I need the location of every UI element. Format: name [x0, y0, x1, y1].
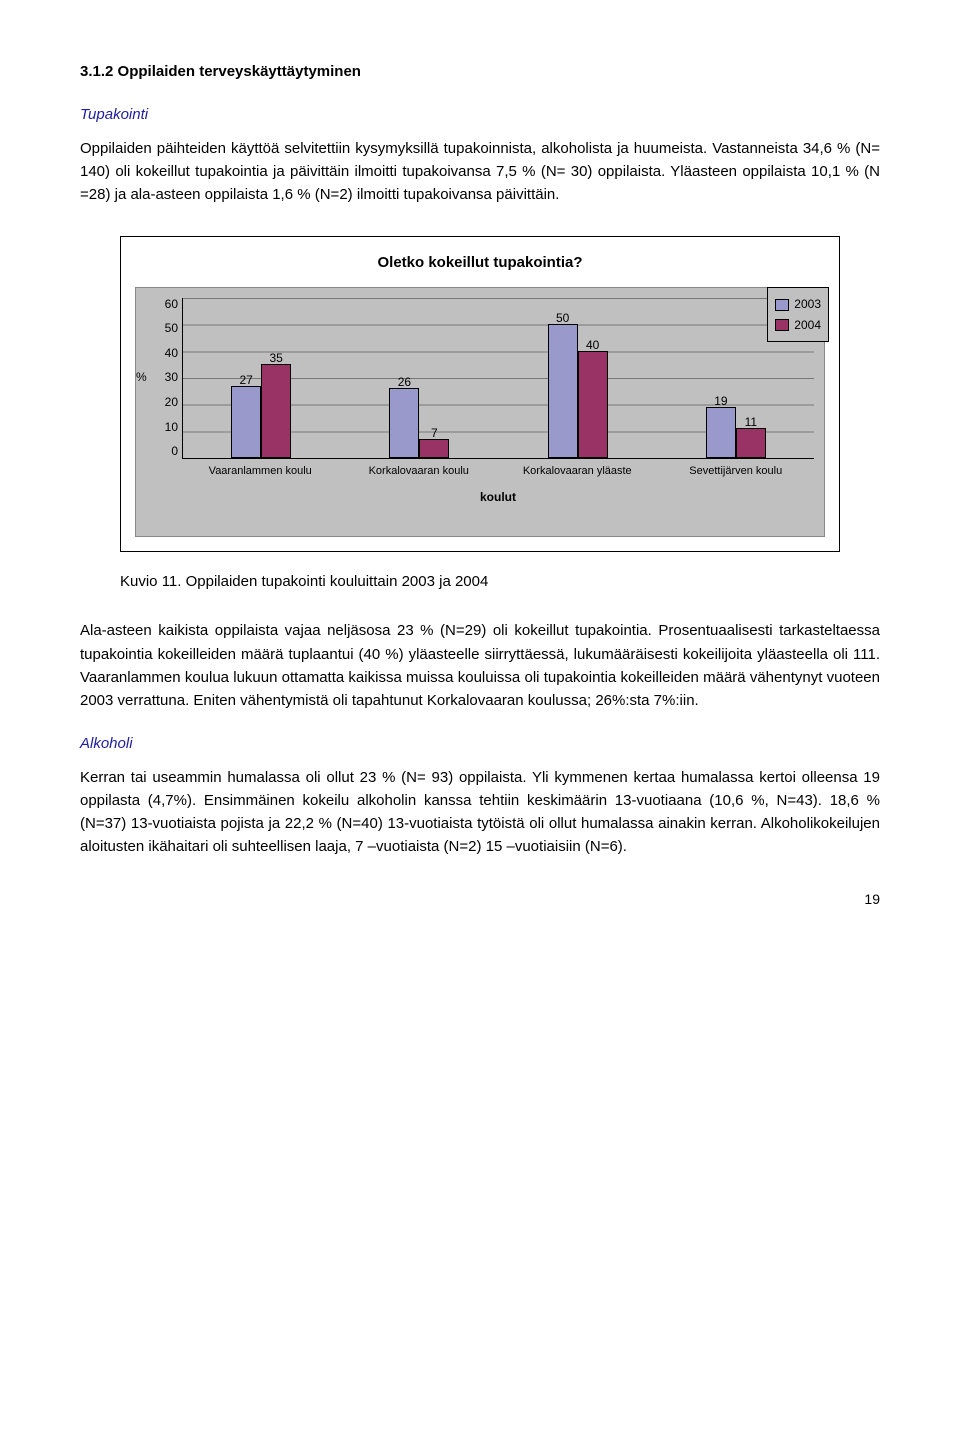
- y-tick: 10: [165, 421, 178, 433]
- paragraph: Kerran tai useammin humalassa oli ollut …: [80, 766, 880, 859]
- chart-legend: 2003 2004: [767, 287, 829, 342]
- bar-value-label: 50: [549, 309, 577, 328]
- x-tick-label: Vaaranlammen koulu: [192, 463, 329, 480]
- bar-plot: 273526750401911: [182, 298, 814, 459]
- page-number: 19: [80, 889, 880, 911]
- bar-value-label: 11: [737, 413, 765, 432]
- y-tick: 30: [165, 371, 178, 383]
- bar: 40: [578, 351, 608, 458]
- bar-value-label: 19: [707, 392, 735, 411]
- legend-item: 2004: [775, 316, 821, 335]
- bar-value-label: 35: [262, 349, 290, 368]
- figure-caption: Kuvio 11. Oppilaiden tupakointi kouluitt…: [120, 570, 840, 593]
- y-tick: 40: [165, 347, 178, 359]
- y-tick: 60: [165, 298, 178, 310]
- subheading-tupakointi: Tupakointi: [80, 103, 880, 126]
- bar: 19: [706, 407, 736, 458]
- bar: 26: [389, 388, 419, 457]
- chart-plot-area: % 60 50 40 30 20 10 0 273526750401911 Va…: [135, 287, 825, 538]
- subheading-alkoholi: Alkoholi: [80, 732, 880, 755]
- y-axis-label: %: [136, 368, 147, 387]
- bar-value-label: 7: [420, 424, 448, 443]
- bar-group: 1911: [668, 407, 804, 458]
- legend-swatch: [775, 319, 789, 331]
- bar: 7: [419, 439, 449, 458]
- bar: 35: [261, 364, 291, 457]
- chart-title: Oletko kokeillut tupakointia?: [135, 251, 825, 274]
- x-axis-title: koulut: [182, 488, 814, 507]
- bar-group: 267: [351, 388, 487, 457]
- legend-swatch: [775, 299, 789, 311]
- bar-value-label: 26: [390, 373, 418, 392]
- legend-label: 2004: [794, 316, 821, 335]
- bar-group: 5040: [510, 324, 646, 457]
- x-axis-labels: Vaaranlammen koulu Korkalovaaran koulu K…: [182, 459, 814, 480]
- x-tick-label: Korkalovaaran koulu: [351, 463, 488, 480]
- y-tick: 20: [165, 396, 178, 408]
- bar: 50: [548, 324, 578, 457]
- legend-label: 2003: [794, 295, 821, 314]
- bar-group: 2735: [193, 364, 329, 457]
- bar-value-label: 40: [579, 336, 607, 355]
- bar: 11: [736, 428, 766, 457]
- bar-value-label: 27: [232, 371, 260, 390]
- section-heading: 3.1.2 Oppilaiden terveyskäyttäytyminen: [80, 60, 880, 83]
- chart-container: Oletko kokeillut tupakointia? % 60 50 40…: [120, 236, 840, 552]
- y-tick: 0: [171, 445, 178, 457]
- paragraph: Ala-asteen kaikista oppilaista vajaa nel…: [80, 619, 880, 712]
- y-axis-ticks: 60 50 40 30 20 10 0: [160, 298, 178, 458]
- y-tick: 50: [165, 322, 178, 334]
- x-tick-label: Sevettijärven koulu: [668, 463, 805, 480]
- legend-item: 2003: [775, 295, 821, 314]
- paragraph: Oppilaiden päihteiden käyttöä selvitetti…: [80, 137, 880, 207]
- bar: 27: [231, 386, 261, 458]
- x-tick-label: Korkalovaaran yläaste: [509, 463, 646, 480]
